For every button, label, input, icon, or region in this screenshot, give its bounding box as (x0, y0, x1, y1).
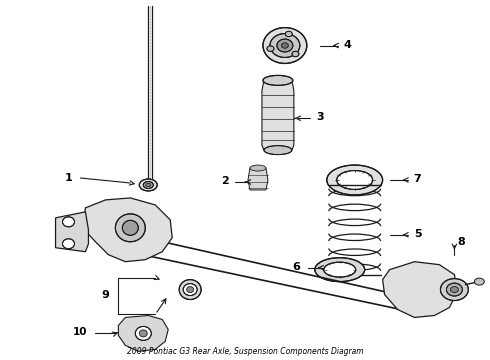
Ellipse shape (315, 258, 365, 282)
Ellipse shape (281, 43, 289, 48)
Text: 7: 7 (414, 174, 421, 184)
Ellipse shape (327, 165, 383, 195)
Ellipse shape (115, 214, 145, 242)
Ellipse shape (450, 287, 458, 293)
Text: 8: 8 (458, 237, 466, 247)
Ellipse shape (264, 146, 292, 154)
Text: 2009 Pontiac G3 Rear Axle, Suspension Components Diagram: 2009 Pontiac G3 Rear Axle, Suspension Co… (127, 347, 363, 356)
Ellipse shape (139, 179, 157, 191)
Polygon shape (82, 198, 172, 262)
Ellipse shape (143, 181, 153, 189)
Ellipse shape (324, 262, 356, 277)
Ellipse shape (263, 28, 307, 63)
Ellipse shape (277, 39, 293, 52)
Polygon shape (383, 262, 457, 318)
Ellipse shape (285, 31, 292, 37)
Text: 4: 4 (344, 40, 352, 50)
Ellipse shape (183, 284, 197, 296)
Text: 2: 2 (221, 176, 229, 186)
Polygon shape (262, 80, 294, 150)
Ellipse shape (446, 283, 463, 296)
Ellipse shape (63, 217, 74, 227)
Ellipse shape (250, 165, 266, 171)
Ellipse shape (187, 287, 194, 293)
Text: 1: 1 (65, 173, 73, 183)
Polygon shape (55, 212, 89, 252)
Ellipse shape (135, 327, 151, 340)
Polygon shape (248, 168, 268, 190)
Ellipse shape (292, 51, 299, 57)
Ellipse shape (179, 280, 201, 300)
Text: 10: 10 (73, 327, 88, 337)
Text: 6: 6 (292, 262, 300, 272)
Ellipse shape (146, 183, 151, 187)
Ellipse shape (263, 75, 293, 85)
Text: 5: 5 (414, 229, 421, 239)
Ellipse shape (63, 239, 74, 249)
Text: 9: 9 (101, 289, 109, 300)
Ellipse shape (474, 278, 484, 285)
Ellipse shape (139, 330, 147, 337)
Text: 3: 3 (316, 112, 323, 122)
Ellipse shape (441, 279, 468, 301)
Polygon shape (119, 315, 168, 351)
Ellipse shape (270, 33, 300, 58)
Ellipse shape (122, 220, 138, 235)
Ellipse shape (337, 171, 372, 189)
Ellipse shape (267, 46, 274, 51)
